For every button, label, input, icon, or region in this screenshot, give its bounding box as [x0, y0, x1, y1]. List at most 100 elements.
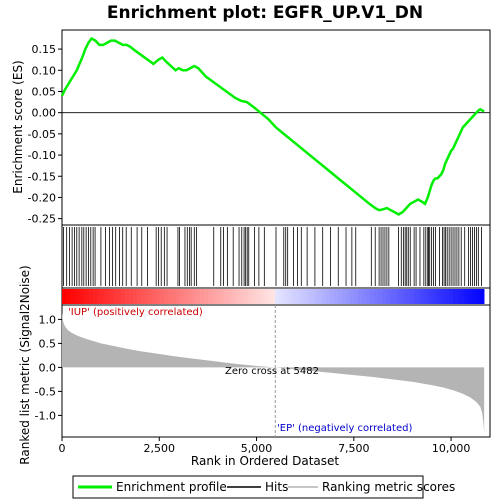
heatmap-cell — [109, 289, 114, 304]
zero-cross-label: Zero cross at 5482 — [225, 366, 319, 377]
heatmap-cell — [263, 289, 268, 304]
heatmap-cell — [306, 289, 311, 304]
x-tick-label: 0 — [59, 442, 66, 455]
heatmap-cell — [231, 289, 236, 304]
heatmap-cell — [401, 289, 406, 304]
legend-label-enrichment: Enrichment profile — [116, 480, 227, 494]
heatmap-cell — [69, 289, 75, 304]
legend: Enrichment profile Hits Ranking metric s… — [72, 475, 455, 499]
metric-tick-label: 1.0 — [39, 313, 57, 326]
heatmap-cell — [302, 289, 307, 304]
heatmap-cell — [101, 289, 106, 304]
es-tick-label: -0.20 — [28, 191, 56, 204]
es-tick-label: -0.15 — [28, 170, 56, 183]
metric-tick-label: 0.5 — [39, 337, 57, 350]
heatmap-cell — [424, 289, 430, 304]
hit-lines — [63, 227, 482, 286]
heatmap-cell — [279, 289, 284, 304]
heatmap-cell — [227, 289, 232, 304]
heatmap-cell — [373, 289, 378, 304]
heatmap-cell — [204, 289, 209, 304]
heatmap-cell — [326, 289, 331, 304]
positive-correlated-label: 'IUP' (positively correlated) — [68, 307, 203, 318]
heatmap-cell — [350, 289, 355, 304]
heatmap-cell — [377, 289, 382, 304]
heatmap-cell — [330, 289, 335, 304]
heatmap-cell — [318, 289, 323, 304]
heatmap-cell — [144, 289, 150, 304]
heatmap-cell — [393, 289, 398, 304]
heatmap-cell — [172, 289, 177, 304]
heatmap-cell — [211, 289, 217, 304]
heatmap-cell — [164, 289, 169, 304]
metric-scores-area — [62, 312, 485, 433]
es-tick-label: 0.10 — [32, 64, 57, 77]
legend-label-metric: Ranking metric scores — [322, 480, 455, 494]
heatmap-cell — [456, 289, 461, 304]
es-y-axis-label: Enrichment score (ES) — [11, 60, 25, 193]
heatmap-cell — [436, 289, 442, 304]
negative-correlated-label: 'EP' (negatively correlated) — [277, 423, 412, 434]
heatmap-cell — [121, 289, 126, 304]
heatmap-cell — [417, 289, 422, 304]
heatmap-cell — [239, 289, 244, 304]
heatmap-cell — [421, 289, 426, 304]
heatmap-cell — [247, 289, 252, 304]
metric-y-axis-label: Ranked list metric (Signal2Noise) — [18, 265, 32, 464]
heatmap-cell — [73, 289, 79, 304]
heatmap-cell — [136, 289, 142, 304]
heatmap-cell — [464, 289, 469, 304]
legend-label-hits: Hits — [265, 480, 288, 494]
metric-tick-label: 0.0 — [39, 361, 57, 374]
heatmap-cell — [184, 289, 189, 304]
heatmap-cell — [188, 289, 193, 304]
x-tick-label: 10,000 — [432, 442, 471, 455]
chart-title: Enrichment plot: EGFR_UP.V1_DN — [107, 3, 423, 23]
heatmap-cell — [290, 289, 296, 304]
heatmap-cell — [338, 289, 343, 304]
heatmap-cell — [432, 289, 438, 304]
enrichment-profile-line — [60, 36, 485, 216]
heatmap-cell — [89, 289, 94, 304]
enrichment-profile — [60, 36, 485, 216]
heatmap-cell — [472, 289, 477, 304]
heatmap-cell — [389, 289, 394, 304]
heatmap-cell — [192, 289, 197, 304]
heatmap-cell — [468, 289, 473, 304]
heatmap-cell — [460, 289, 465, 304]
metric-y-axis: 1.0 0.5 0.0 -0.5 -1.0 — [35, 313, 62, 422]
heatmap-cell — [444, 289, 449, 304]
heatmap-cell — [381, 289, 386, 304]
heatmap-cell — [125, 289, 130, 304]
x-tick-label: 2,500 — [144, 442, 176, 455]
heatmap-cell — [105, 289, 110, 304]
heatmap-cell — [200, 289, 205, 304]
heatmap-cell — [275, 289, 280, 304]
heatmap-cell — [129, 289, 134, 304]
heatmap-cell — [259, 289, 264, 304]
heatmap-cell — [267, 289, 272, 304]
heatmap-cell — [97, 289, 102, 304]
heatmap-cell — [196, 289, 201, 304]
heatmap-cell — [440, 289, 446, 304]
es-tick-label: 0.00 — [32, 107, 57, 120]
heatmap-cell — [65, 289, 71, 304]
heatmap-cell — [385, 289, 390, 304]
heatmap-cell — [369, 289, 374, 304]
heatmap-cell — [251, 289, 256, 304]
heatmap-cell — [346, 289, 351, 304]
heatmap-cell — [298, 289, 303, 304]
heatmap-cell — [117, 289, 122, 304]
heatmap-cell — [282, 289, 288, 304]
heatmap-cell — [140, 289, 146, 304]
heatmap-cell — [152, 289, 157, 304]
metric-tick-label: -0.5 — [35, 385, 56, 398]
heatmap-cell — [271, 289, 276, 304]
heatmap-cell — [243, 289, 248, 304]
heatmap-cell — [113, 289, 118, 304]
heatmap-cell — [133, 289, 138, 304]
heatmap-cell — [294, 289, 300, 304]
heatmap-cell — [413, 289, 418, 304]
heatmap-cell — [361, 289, 367, 304]
